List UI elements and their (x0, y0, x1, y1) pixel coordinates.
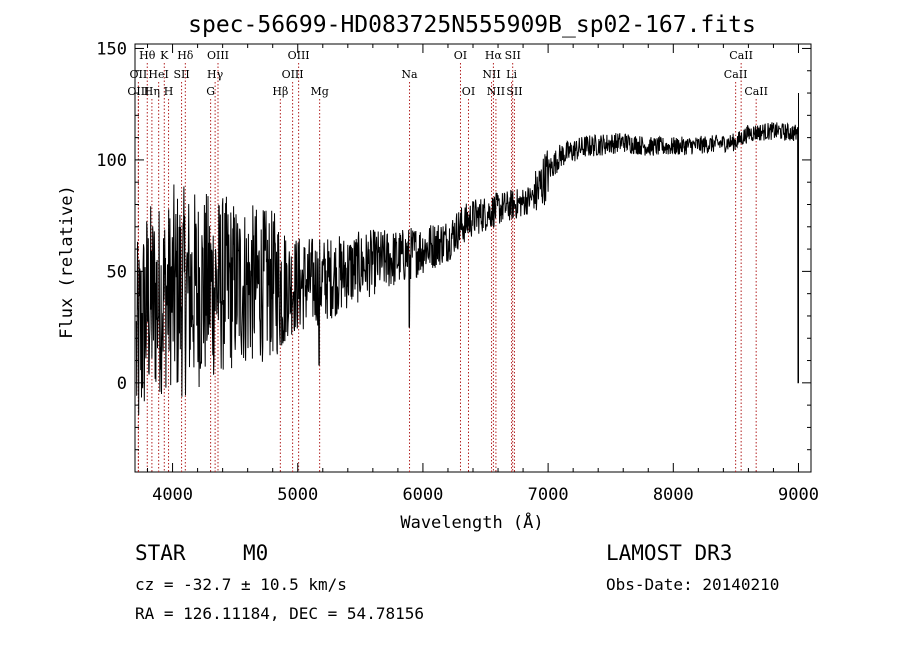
y-tick-label: 150 (96, 39, 127, 59)
spectral-line-label: OIII (282, 68, 304, 81)
y-tick-label: 100 (96, 151, 127, 171)
x-axis-ticks: 4000 5000 6000 7000 8000 9000 (147, 44, 819, 505)
x-tick-label: 7000 (528, 485, 569, 505)
spectral-line-label: Hγ (207, 68, 224, 81)
y-axis-label: Flux (relative) (57, 185, 77, 339)
chart-title: spec-56699-HD083725N555909B_sp02-167.fit… (188, 12, 756, 38)
spectral-line-label: SII (505, 49, 521, 62)
spectral-line-label: CaII (729, 49, 753, 62)
x-tick-label: 5000 (277, 485, 318, 505)
spectral-line-label: CaII (724, 68, 748, 81)
spectral-line-label: Hα (485, 49, 503, 62)
spectral-line-label: OI (462, 85, 475, 98)
x-tick-label: 6000 (402, 485, 443, 505)
spectral-line-label: OIII (207, 49, 229, 62)
spectral-line-label: OIII (288, 49, 310, 62)
sky-coordinates: RA = 126.11184, DEC = 54.78156 (135, 604, 424, 623)
spectral-line-label: G (206, 85, 215, 98)
x-axis-label: Wavelength (Å) (400, 511, 543, 533)
object-class: STAR (135, 541, 186, 565)
observation-date: Obs-Date: 20140210 (606, 575, 779, 594)
spectral-line-label: Hη (144, 85, 160, 98)
spectral-line-label: K (160, 49, 169, 62)
spectral-line-label: HeI (148, 68, 168, 81)
spectral-line-label: Hθ (139, 49, 156, 62)
spectral-line-label: NII (487, 85, 505, 98)
spectral-line-label: SII (506, 85, 522, 98)
spectral-line-label: Hβ (272, 85, 288, 98)
spectral-line-label: Mg (310, 85, 328, 98)
y-tick-label: 50 (107, 262, 127, 282)
spectral-line-label: Na (401, 68, 418, 81)
spectral-line-label: CaII (744, 85, 768, 98)
spectral-line-label: Hδ (177, 49, 194, 62)
survey-name: LAMOST DR3 (606, 541, 732, 565)
x-tick-label: 9000 (778, 485, 819, 505)
y-tick-label: 0 (117, 374, 127, 394)
x-tick-label: 8000 (653, 485, 694, 505)
x-tick-label: 4000 (152, 485, 193, 505)
spectrum-series-line (135, 92, 799, 416)
object-subclass: M0 (243, 541, 268, 565)
spectral-line-label: OII (130, 68, 148, 81)
redshift-velocity: cz = -32.7 ± 10.5 km/s (135, 575, 347, 594)
spectral-line-label: H (164, 85, 174, 98)
spectral-line-label: OIII (127, 85, 149, 98)
y-axis-ticks: 0 50 100 150 (96, 39, 811, 451)
spectral-line-label: SII (173, 68, 189, 81)
spectral-line-label: Li (506, 68, 517, 81)
spectral-line-label: OI (454, 49, 467, 62)
spectral-line-label: NII (482, 68, 500, 81)
